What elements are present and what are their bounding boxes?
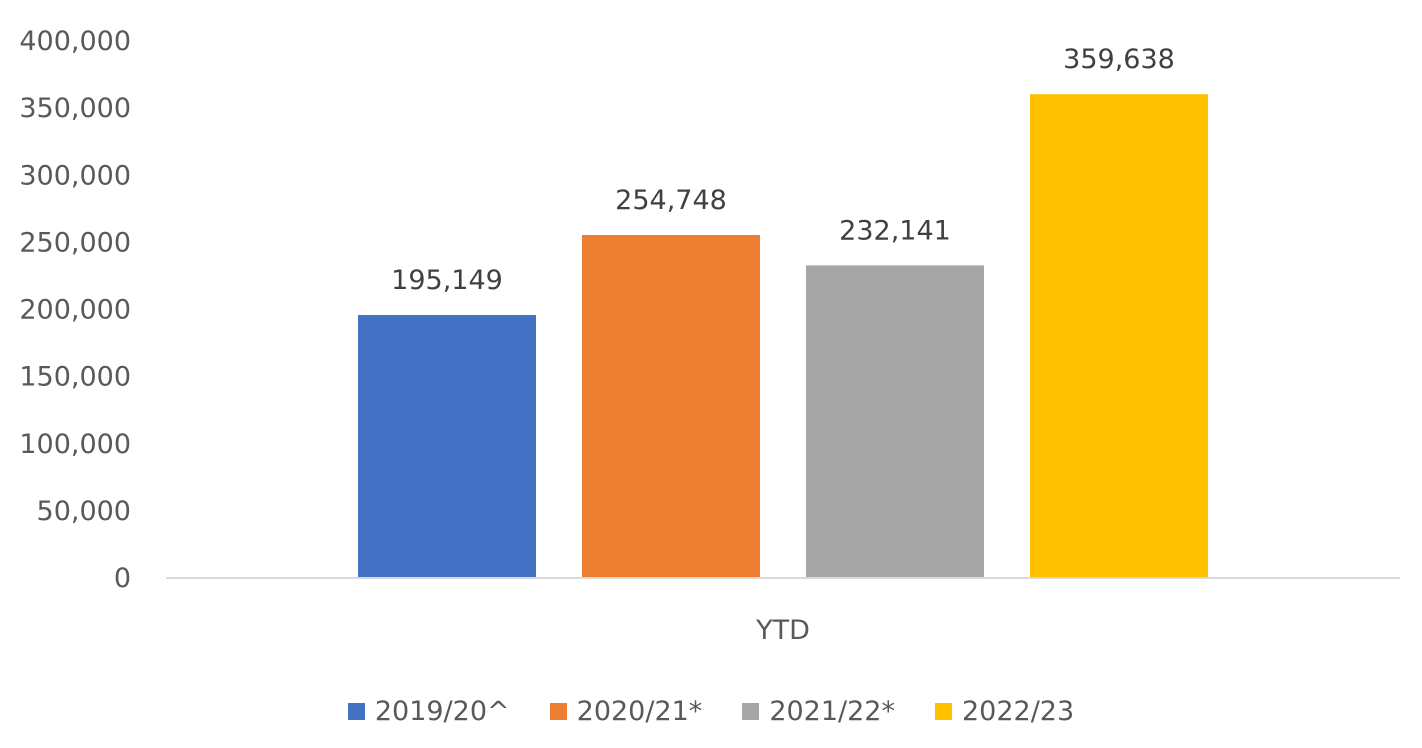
x-category-label: YTD [755, 615, 810, 646]
data-label: 195,149 [391, 265, 503, 296]
y-tick-label: 0 [114, 563, 131, 594]
legend-label: 2022/23 [961, 695, 1075, 727]
y-tick-label: 400,000 [19, 26, 131, 57]
bar-2020-21 [582, 235, 760, 578]
data-label: 254,748 [615, 185, 727, 216]
y-tick-label: 350,000 [19, 93, 131, 124]
legend-swatch [347, 702, 365, 720]
legend-swatch [742, 702, 760, 720]
x-axis: YTD [755, 615, 810, 646]
data-label: 359,638 [1063, 44, 1175, 75]
legend: 2019/20^ 2020/21* 2021/22* 2022/23 [0, 689, 1422, 733]
y-tick-label: 300,000 [19, 160, 131, 191]
y-tick-label: 100,000 [19, 429, 131, 460]
legend-label: 2019/20^ [374, 695, 510, 727]
bars [358, 94, 1208, 578]
legend-label: 2021/22* [769, 695, 895, 727]
data-labels: 195,149 254,748 232,141 359,638 [391, 44, 1175, 296]
bar-2022-23 [1030, 94, 1208, 578]
legend-item: 2020/21* [549, 695, 703, 727]
y-tick-label: 250,000 [19, 227, 131, 258]
data-label: 232,141 [839, 215, 951, 246]
legend-swatch [934, 702, 952, 720]
y-tick-label: 50,000 [37, 496, 131, 527]
legend-item: 2022/23 [934, 695, 1075, 727]
legend-item: 2019/20^ [347, 695, 510, 727]
bar-2019-20 [358, 315, 536, 577]
legend-swatch [549, 702, 567, 720]
legend-item: 2021/22* [742, 696, 895, 727]
y-tick-label: 150,000 [19, 362, 131, 393]
legend-label: 2020/21* [576, 695, 703, 727]
y-axis: 0 50,000 100,000 150,000 200,000 250,000 300,0… [19, 26, 131, 594]
bar-chart: 0 50,000 100,000 150,000 200,000 250,000 300,0… [19, 26, 1400, 646]
y-tick-label: 200,000 [19, 295, 131, 326]
bar-2021-22 [806, 265, 984, 577]
